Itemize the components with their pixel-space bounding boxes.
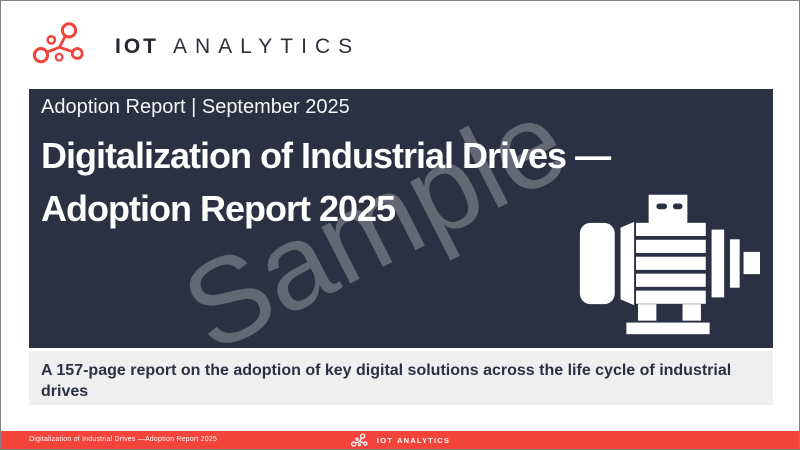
footer-document-title: Digitalization of Industrial Drives —Ado… [29,436,218,443]
brand-name-analytics: ANALYTICS [173,34,361,58]
footer-brand-analytics: ANALYTICS [397,435,451,445]
title-banner: Adoption Report | September 2025 Digital… [29,89,773,348]
footer-bar: Digitalization of Industrial Drives —Ado… [1,431,799,449]
footer-brand-logo: IOT ANALYTICS [350,432,450,449]
brand-wordmark: IOT ANALYTICS [115,35,360,59]
report-type-date: Adoption Report | September 2025 [41,96,350,118]
iot-analytics-molecule-icon [29,17,95,76]
footer-brand-iot: IOT [376,435,394,445]
report-title-line1: Digitalization of Industrial Drives — [41,135,611,176]
report-title-line2: Adoption Report 2025 [41,188,396,229]
report-title: Digitalization of Industrial Drives — Ad… [41,129,773,235]
report-summary-bar: A 157-page report on the adoption of key… [29,351,773,405]
iot-analytics-molecule-icon [350,432,371,449]
electric-motor-icon [576,190,760,337]
report-summary-text: A 157-page report on the adoption of key… [41,362,732,400]
brand-name-iot: IOT [115,34,159,58]
header-brand-logo: IOT ANALYTICS [29,17,360,76]
